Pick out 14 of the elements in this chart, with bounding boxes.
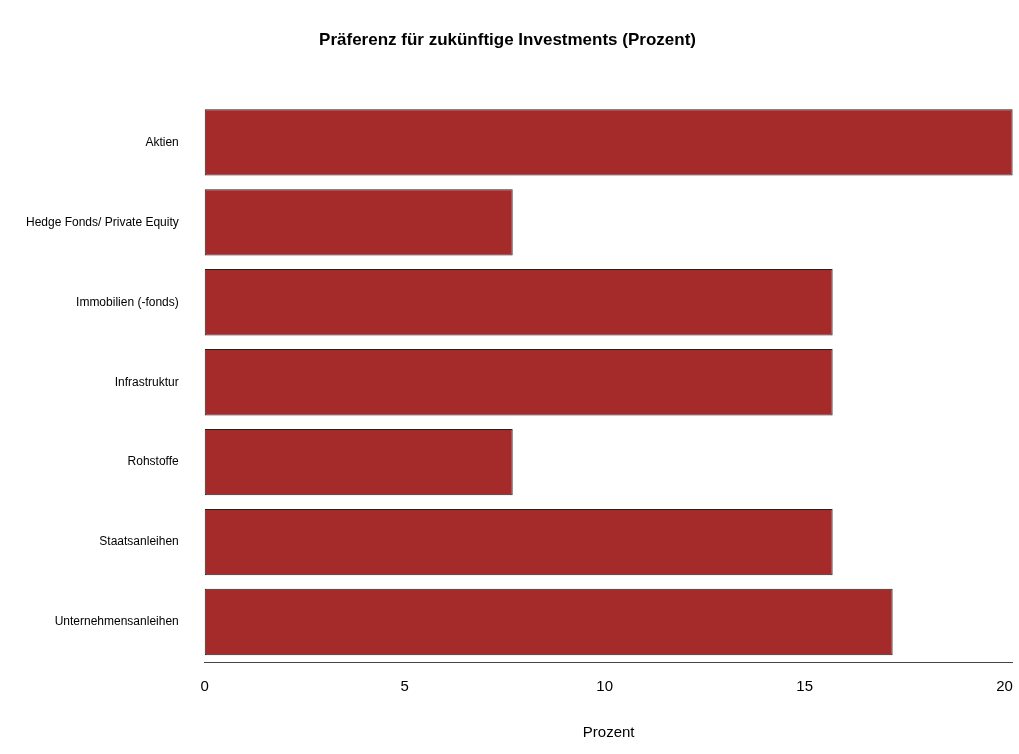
x-tick-label: 15 [796,677,813,695]
x-tick-label: 0 [200,677,209,695]
y-tick-label: Unternehmensanleihen [54,614,179,629]
y-tick-label: Immobilien (-fonds) [76,294,179,309]
y-tick-label: Aktien [145,134,179,149]
x-tick-label: 10 [596,677,614,695]
y-tick-label: Hedge Fonds/ Private Equity [26,214,179,229]
x-tick-label: 5 [400,677,409,695]
y-tick-label: Rohstoffe [127,454,180,469]
x-axis-title: Prozent [582,723,636,741]
y-tick-label: Staatsanleihen [99,534,179,549]
y-tick-label: Infrastruktur [114,374,179,389]
x-tick-label: 20 [996,677,1013,695]
chart-title: Präferenz für zukünftige Investments (Prozent) [319,29,696,49]
